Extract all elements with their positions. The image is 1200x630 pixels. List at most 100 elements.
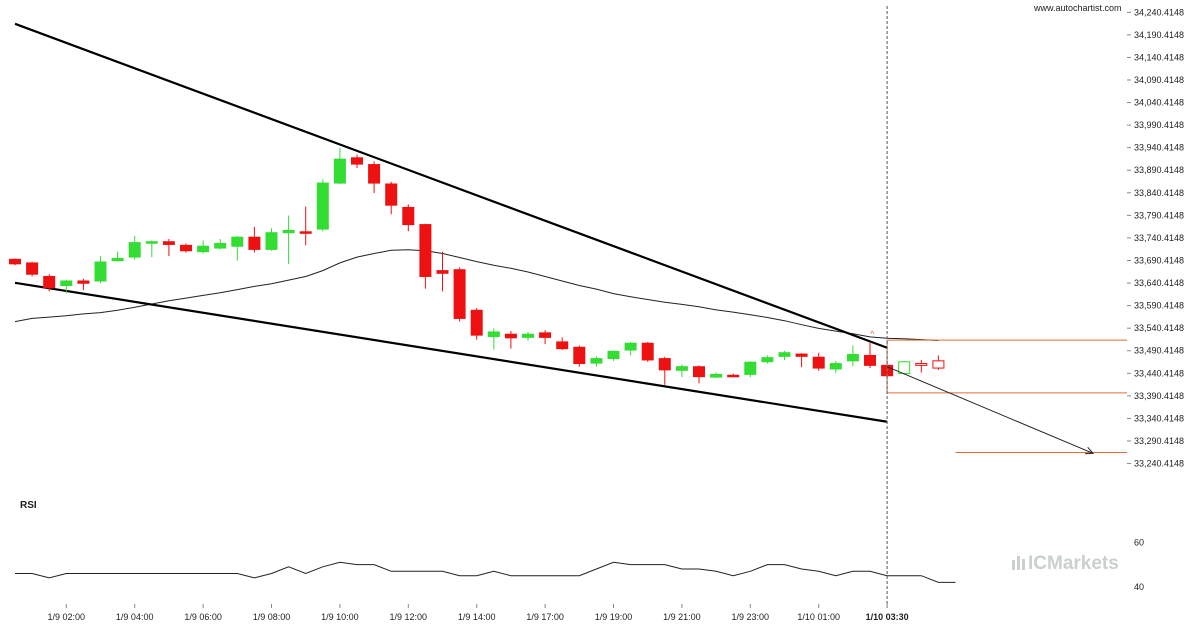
candle: [539, 332, 552, 338]
candle: [402, 206, 415, 226]
y-tick-label: 34,240.4148: [1134, 7, 1184, 17]
y-tick-label: 33,990.4148: [1134, 120, 1184, 130]
x-tick-label: 1/9 08:00: [253, 612, 291, 622]
candle: [26, 262, 39, 275]
y-tick-label: 33,440.4148: [1134, 368, 1184, 378]
candle: [180, 244, 192, 252]
x-axis: 1/9 02:00 1/9 04:00 1/9 06:00 1/9 08:00 1/9 …: [48, 604, 909, 622]
candle: [658, 358, 671, 371]
candle: [214, 243, 227, 249]
x-tick-label: 1/9 21:00: [663, 612, 701, 622]
candle: [60, 280, 73, 286]
candle: [761, 357, 774, 363]
x-tick-label: 1/9 10:00: [321, 612, 359, 622]
candle: [351, 157, 363, 165]
candle: [727, 374, 740, 378]
x-tick-label: 1/9 19:00: [595, 612, 633, 622]
candle: [846, 354, 859, 362]
candle: [864, 354, 876, 366]
candle: [9, 258, 21, 265]
y-tick-label: 33,490.4148: [1134, 346, 1184, 356]
candle: [145, 241, 158, 244]
candle: [77, 280, 90, 284]
y-tick-label: 33,740.4148: [1134, 233, 1184, 243]
rsi-tick-label: 40: [1134, 582, 1144, 592]
moving-average-line: [14, 249, 939, 341]
candle: [265, 232, 278, 250]
candle: [744, 361, 757, 375]
candle: [385, 183, 398, 206]
forecast-candle: [915, 363, 928, 366]
candle: [675, 366, 688, 371]
trendline-support: [14, 281, 888, 423]
x-tick-label: 1/10 01:00: [797, 612, 840, 622]
y-tick-label: 34,190.4148: [1134, 30, 1184, 40]
trendline-resistance: [14, 22, 888, 349]
candle: [231, 236, 244, 247]
candle: [436, 270, 449, 274]
brand-bar-icon: [1012, 560, 1015, 570]
candle: [795, 353, 808, 357]
candle: [299, 231, 312, 234]
x-tick-label: 1/10 03:30: [866, 612, 909, 622]
candle: [128, 242, 141, 258]
x-tick-label: 1/9 02:00: [48, 612, 86, 622]
candle: [624, 342, 637, 351]
rsi-line: [15, 561, 956, 583]
forecast-arrow-head: [1084, 447, 1095, 455]
y-tick-label: 34,090.4148: [1134, 75, 1184, 85]
candle: [162, 241, 175, 245]
candle: [556, 341, 569, 350]
candle: [419, 224, 432, 277]
y-axis: 34,240.4148 34,190.4148 34,140.4148 34,090.…: [1127, 7, 1184, 469]
candle: [504, 333, 517, 339]
candle: [487, 331, 500, 337]
rsi-label: RSI: [20, 500, 37, 511]
y-tick-label: 34,040.4148: [1134, 98, 1184, 108]
candle: [607, 350, 620, 360]
trendline-layer: [14, 22, 888, 423]
forecast-candle: [932, 360, 945, 369]
candle: [693, 366, 705, 378]
candle: [641, 342, 654, 361]
candle: [94, 261, 107, 282]
annotation-layer: [886, 6, 1095, 608]
candlestick-layer: [9, 147, 945, 385]
x-tick-label: 1/9 12:00: [390, 612, 428, 622]
candle: [248, 236, 261, 250]
x-tick-label: 1/9 17:00: [526, 612, 564, 622]
y-tick-label: 33,590.4148: [1134, 301, 1184, 311]
y-tick-label: 33,890.4148: [1134, 165, 1184, 175]
x-tick-label: 1/9 23:00: [732, 612, 770, 622]
moving-average-layer: [14, 249, 939, 341]
candle: [778, 352, 791, 357]
brand-bar-icon: [1022, 559, 1025, 570]
candle: [470, 309, 483, 336]
candle: [333, 158, 346, 184]
candle: [453, 269, 466, 319]
y-tick-label: 34,140.4148: [1134, 52, 1184, 62]
y-tick-label: 33,540.4148: [1134, 323, 1184, 333]
candle: [111, 257, 124, 262]
y-tick-label: 33,290.4148: [1134, 436, 1184, 446]
y-tick-label: 33,640.4148: [1134, 278, 1184, 288]
rsi-tick-label: 60: [1134, 537, 1144, 547]
candle: [316, 182, 329, 230]
candle: [368, 164, 381, 184]
brand-bar-icon: [1017, 556, 1020, 570]
y-tick-label: 33,790.4148: [1134, 210, 1184, 220]
y-tick-label: 33,940.4148: [1134, 143, 1184, 153]
candle: [573, 346, 586, 365]
candle: [710, 373, 723, 378]
x-tick-label: 1/9 06:00: [184, 612, 222, 622]
candle: [197, 245, 210, 253]
brand-text: ICMarkets: [1028, 553, 1119, 574]
x-tick-label: 1/9 04:00: [116, 612, 154, 622]
y-tick-label: 33,390.4148: [1134, 391, 1184, 401]
breakout-marker: ^: [870, 329, 875, 339]
rsi-panel: RSI 60 40: [15, 500, 1144, 592]
watermark-url: www.autochartist.com: [1033, 3, 1122, 13]
y-tick-label: 33,690.4148: [1134, 255, 1184, 265]
